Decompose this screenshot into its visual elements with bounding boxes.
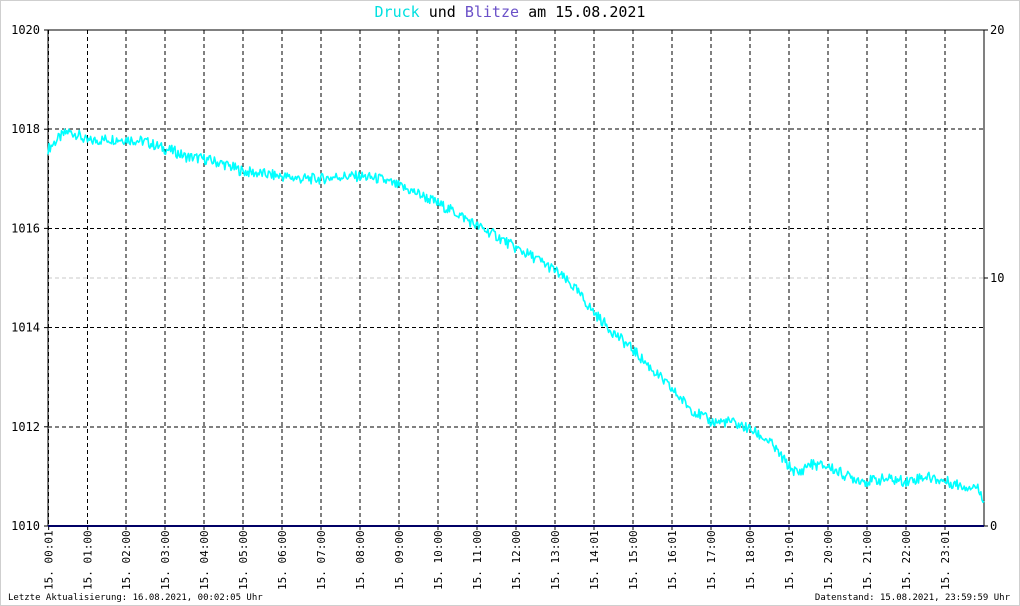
x-tick-label: 15. 14:01 xyxy=(588,530,601,590)
title-connector: und xyxy=(428,3,456,21)
x-tick-label: 15. 01:00 xyxy=(82,530,95,590)
x-tick-label: 15. 02:00 xyxy=(120,530,133,590)
x-tick-label: 15. 03:00 xyxy=(159,530,172,590)
last-update-label: Letzte Aktualisierung: 16.08.2021, 00:02… xyxy=(8,593,263,603)
x-tick-label: 15. 16:01 xyxy=(666,530,679,590)
x-tick-label: 15. 18:00 xyxy=(744,530,757,590)
x-tick-label: 15. 09:00 xyxy=(393,530,406,590)
y-left-tick-label: 1014 xyxy=(11,321,40,335)
x-tick-label: 15. 20:00 xyxy=(822,530,835,590)
y-left-tick-label: 1012 xyxy=(11,420,40,434)
y-right-tick-label: 0 xyxy=(990,519,997,533)
x-tick-label: 15. 00:01 xyxy=(43,530,56,590)
x-tick-label: 15. 15:00 xyxy=(627,530,640,590)
x-tick-label: 15. 10:00 xyxy=(432,530,445,590)
x-tick-label: 15. 12:00 xyxy=(510,530,523,590)
x-tick-label: 15. 06:00 xyxy=(276,530,289,590)
x-tick-label: 15. 21:00 xyxy=(861,530,874,590)
x-tick-label: 15. 08:00 xyxy=(354,530,367,590)
title-date: am 15.08.2021 xyxy=(528,3,646,21)
x-tick-label: 15. 19:01 xyxy=(783,530,796,590)
x-tick-label: 15. 07:00 xyxy=(315,530,328,590)
y-right-tick-label: 20 xyxy=(990,23,1004,37)
x-tick-label: 15. 23:01 xyxy=(939,530,952,590)
y-left-tick-label: 1018 xyxy=(11,122,40,136)
y-left-tick-label: 1020 xyxy=(11,23,40,37)
y-right-tick-label: 10 xyxy=(990,271,1004,285)
y-left-tick-label: 1016 xyxy=(11,221,40,235)
x-tick-label: 15. 11:00 xyxy=(471,530,484,590)
x-tick-label: 15. 17:00 xyxy=(705,530,718,590)
title-series-lightning: Blitze xyxy=(464,3,520,21)
x-tick-label: 15. 22:00 xyxy=(900,530,913,590)
data-status-label: Datenstand: 15.08.2021, 23:59:59 Uhr xyxy=(814,593,1010,603)
x-tick-label: 15. 04:00 xyxy=(198,530,211,590)
chart-title: Druck und Blitze am 15.08.2021 xyxy=(0,3,1020,21)
x-tick-label: 15. 05:00 xyxy=(237,530,250,590)
series-line-pressure xyxy=(47,128,985,504)
x-tick-label: 15. 13:00 xyxy=(549,530,562,590)
y-left-tick-label: 1010 xyxy=(11,519,40,533)
title-series-pressure: Druck xyxy=(374,3,420,21)
